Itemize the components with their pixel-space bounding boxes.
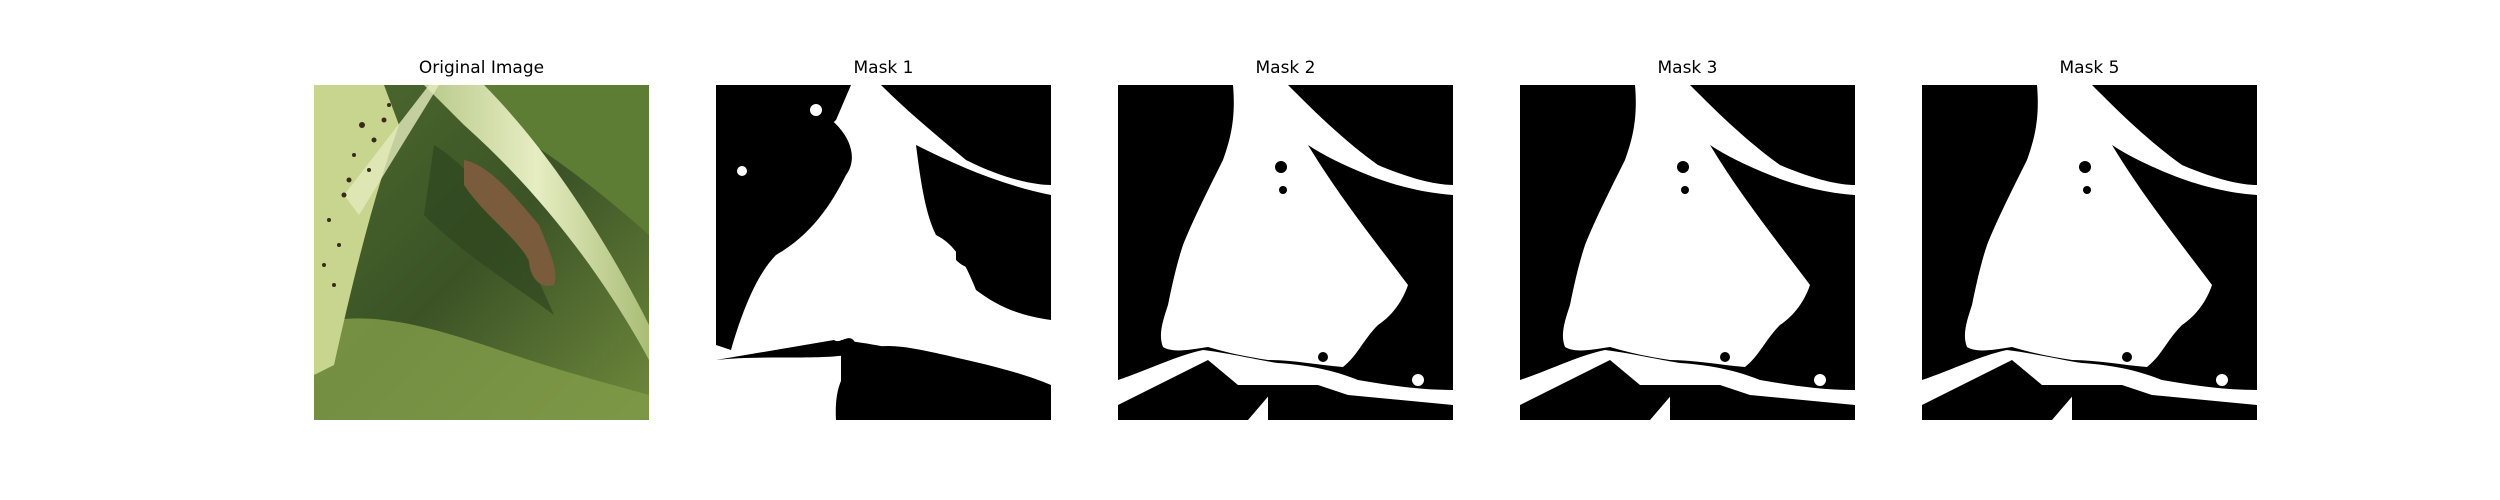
mask-hole [1118,360,1278,420]
mask-blob [737,166,747,176]
panel-title: Mask 3 [1657,58,1718,78]
mask-hole [1922,360,2082,420]
mask-hole [2079,161,2091,173]
mask-hole [1279,186,1287,194]
mask-blob [2216,374,2228,386]
mask-1-panel: Mask 1 [716,58,1051,430]
mask-hole [2083,186,2091,194]
mask-hole [1670,385,1855,420]
mask-2-image [1118,85,1453,420]
original-image [314,85,649,420]
mask-foreground [1562,85,1855,367]
mask-hole [1318,352,1328,362]
shadow-leaf [424,145,554,315]
mask-2-panel: Mask 2 [1118,58,1453,430]
mask-hole [1681,186,1689,194]
lower-leaf [314,318,649,420]
mask-hole [916,145,1051,320]
mask-blob [810,104,822,116]
mask-hole [1677,161,1689,173]
panel-title: Mask 5 [2059,58,2120,78]
mask-blob [1814,374,1826,386]
mask-foreground [1964,85,2257,367]
mask-blob [2067,95,2077,105]
mask-1-image [716,85,1051,420]
mask-5-panel: Mask 5 [1922,58,2257,430]
mask-5-image [1922,85,2257,420]
mask-hole [716,85,852,350]
mask-3-panel: Mask 3 [1520,58,1855,430]
mask-foreground [1160,85,1453,367]
mask-hole [1268,385,1453,420]
mask-blob [1412,374,1424,386]
thin-stalk [344,85,439,215]
mask-hole [2072,385,2257,420]
mask-hole [956,240,981,268]
panel-title: Mask 2 [1255,58,1316,78]
original-image-panel: Original Image [314,58,649,430]
mask-hole [1275,161,1287,173]
mask-hole [2122,352,2132,362]
mask-3-image [1520,85,1855,420]
panel-title: Mask 1 [853,58,914,78]
mask-blob [1263,95,1273,105]
mask-hole [1520,360,1680,420]
brown-damage [464,160,556,286]
mask-blob [1665,95,1675,105]
mask-hole [841,340,1051,420]
mask-hole [811,85,851,126]
aphid-specks [322,103,391,287]
panel-title: Original Image [418,58,545,78]
mask-hole [1720,352,1730,362]
